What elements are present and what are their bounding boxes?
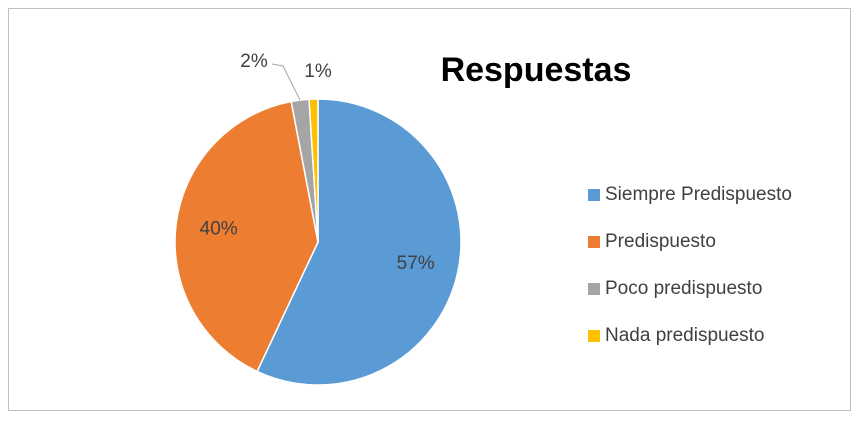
legend-swatch [588, 189, 600, 201]
data-label: 2% [240, 51, 268, 72]
chart-title: Respuestas [441, 51, 632, 89]
legend-swatch [588, 330, 600, 342]
leader-line [271, 63, 301, 101]
legend-label: Siempre Predispuesto [605, 184, 792, 205]
pie-slice [308, 98, 319, 243]
legend-swatch [588, 283, 600, 295]
legend-label: Predispuesto [605, 231, 716, 252]
legend-label: Nada predispuesto [605, 325, 765, 346]
legend-swatch [588, 236, 600, 248]
pie-slice [174, 100, 319, 373]
data-label: 1% [304, 61, 332, 82]
legend-label: Poco predispuesto [605, 278, 762, 299]
data-label: 57% [397, 253, 435, 274]
pie-slice [256, 98, 462, 386]
data-label: 40% [200, 218, 238, 239]
